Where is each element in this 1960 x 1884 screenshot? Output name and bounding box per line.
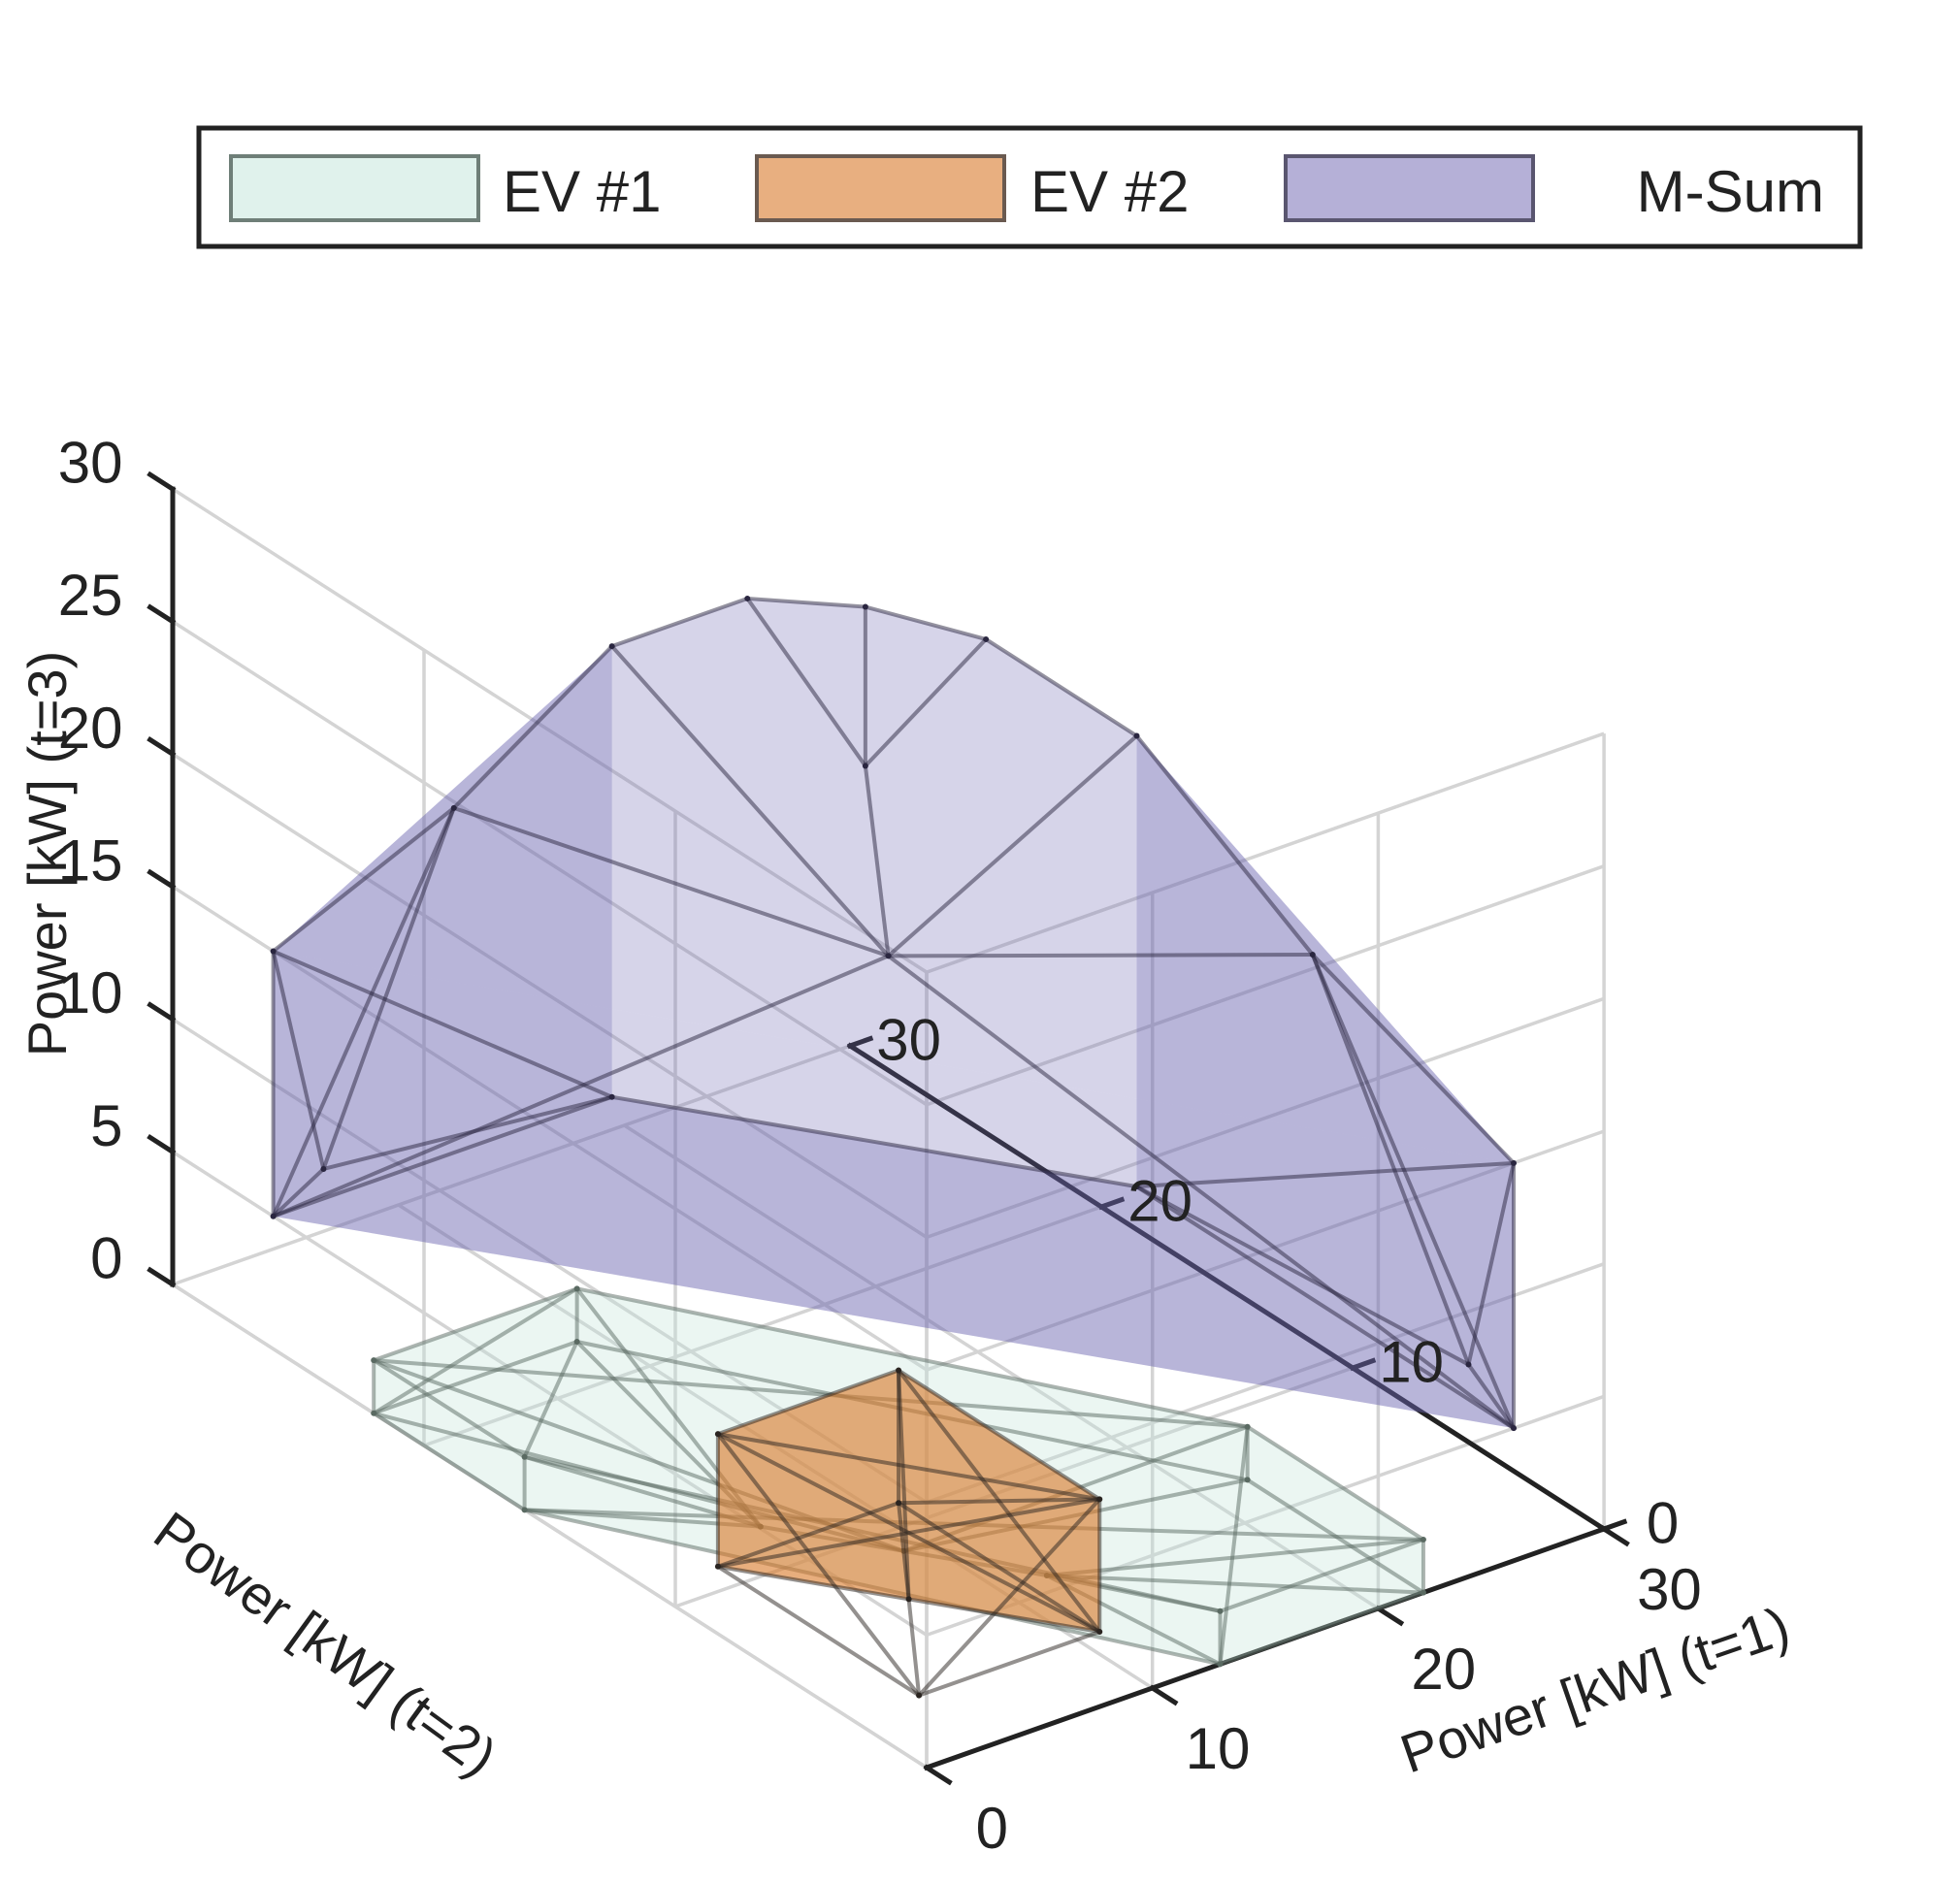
series-vertex bbox=[1465, 1362, 1471, 1368]
x-tick-label: 0 bbox=[976, 1796, 1008, 1861]
z-tick bbox=[150, 739, 173, 754]
series-vertex bbox=[1245, 1477, 1251, 1482]
legend-swatch-ev1 bbox=[231, 156, 478, 220]
series-vertex bbox=[916, 1693, 922, 1699]
series-vertex bbox=[886, 953, 892, 958]
z-tick-label: 30 bbox=[58, 431, 123, 496]
polyhedra bbox=[271, 596, 1517, 1699]
series-vertex bbox=[715, 1564, 721, 1570]
legend-label-ev1: EV #1 bbox=[503, 159, 661, 224]
y-tick-label: 20 bbox=[1127, 1169, 1192, 1234]
x-tick bbox=[927, 1768, 949, 1782]
z-tick bbox=[150, 1137, 173, 1152]
legend-label-ev2: EV #2 bbox=[1030, 159, 1189, 224]
series-vertex bbox=[1310, 952, 1316, 958]
x-tick-label: 20 bbox=[1411, 1637, 1476, 1702]
z-tick bbox=[150, 1270, 173, 1284]
series-vertex bbox=[715, 1431, 721, 1437]
y-axis-label: Power [kW] (t=2) bbox=[144, 1500, 508, 1788]
series-vertex bbox=[896, 1500, 901, 1506]
x-tick bbox=[1378, 1608, 1400, 1623]
series-vertex bbox=[271, 1214, 277, 1219]
series-vertex bbox=[1511, 1160, 1517, 1166]
series-vertex bbox=[609, 1094, 615, 1100]
series-vertex bbox=[271, 948, 277, 954]
series-vertex bbox=[1134, 733, 1140, 739]
series-vertex bbox=[1511, 1425, 1517, 1431]
y-tick-label: 0 bbox=[1647, 1491, 1679, 1556]
series-vertex bbox=[1421, 1590, 1426, 1596]
z-tick-label: 25 bbox=[58, 563, 123, 628]
y-tick bbox=[1604, 1522, 1624, 1529]
series-vertex bbox=[863, 763, 868, 769]
y-tick-label: 30 bbox=[876, 1008, 941, 1073]
series-vertex bbox=[1218, 1608, 1224, 1614]
x-tick bbox=[1153, 1688, 1175, 1703]
series-vertex bbox=[522, 1454, 528, 1460]
y-tick-label: 10 bbox=[1379, 1330, 1444, 1395]
z-tick bbox=[150, 607, 173, 622]
z-tick bbox=[150, 872, 173, 887]
x-tick-label: 10 bbox=[1186, 1716, 1251, 1781]
series-vertex bbox=[906, 1596, 912, 1602]
series-vertex bbox=[744, 596, 750, 601]
series-vertex bbox=[1096, 1629, 1102, 1635]
series-vertex bbox=[574, 1339, 580, 1345]
legend-swatch-ev2 bbox=[757, 156, 1004, 220]
x-tick-label: 30 bbox=[1637, 1557, 1702, 1622]
series-vertex bbox=[522, 1507, 528, 1512]
z-tick-label: 5 bbox=[90, 1093, 122, 1158]
z-axis-label: Power [kW] (t=3) bbox=[16, 651, 78, 1057]
series-vertex bbox=[983, 636, 989, 642]
series-vertex bbox=[1421, 1537, 1426, 1543]
series-vertex bbox=[371, 1411, 376, 1416]
series-vertex bbox=[320, 1166, 326, 1172]
x-tick bbox=[1604, 1529, 1626, 1543]
series-vertex bbox=[896, 1368, 901, 1374]
series-edge bbox=[889, 955, 1313, 956]
z-tick bbox=[150, 474, 173, 489]
series-vertex bbox=[574, 1285, 580, 1291]
series-vertex bbox=[371, 1357, 376, 1363]
legend-label-msum: M-Sum bbox=[1637, 159, 1824, 224]
series-vertex bbox=[1218, 1661, 1224, 1667]
series-vertex bbox=[1245, 1424, 1251, 1430]
series-vertex bbox=[451, 805, 457, 811]
legend-swatch-msum bbox=[1286, 156, 1533, 220]
series-vertex bbox=[1096, 1496, 1102, 1502]
z-tick bbox=[150, 1005, 173, 1020]
z-tick-label: 0 bbox=[90, 1225, 122, 1290]
series-vertex bbox=[609, 643, 615, 649]
series-vertex bbox=[863, 604, 868, 610]
legend: EV #1 EV #2 M-Sum bbox=[199, 128, 1860, 246]
